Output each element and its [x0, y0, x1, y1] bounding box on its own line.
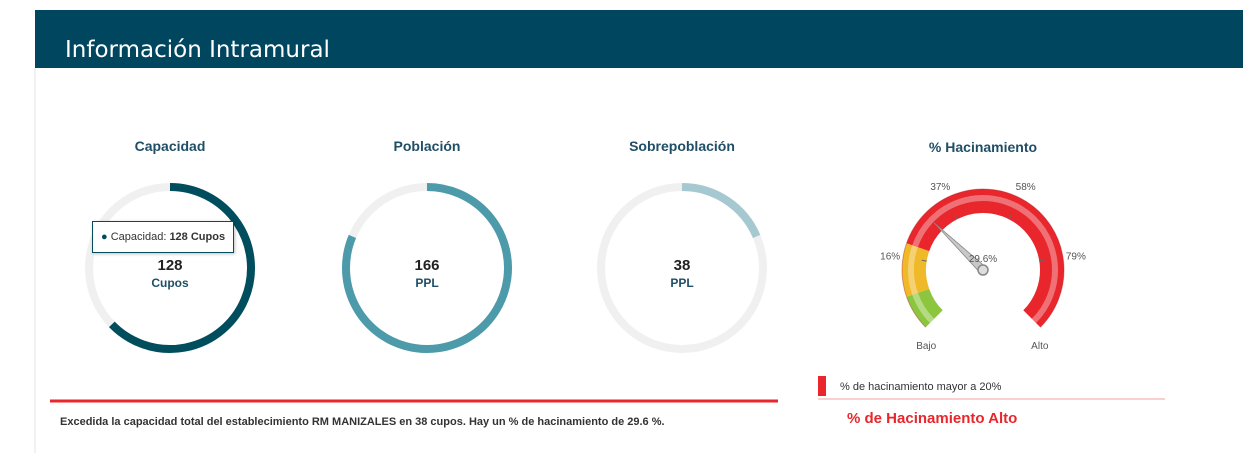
- header-bar: Información Intramural: [35, 10, 1243, 68]
- gauge-band: [902, 243, 930, 297]
- donut-value: 166: [414, 257, 439, 274]
- gauge-value-label: 29.6%: [969, 254, 997, 265]
- legend-swatch: [818, 376, 826, 396]
- donut-unit: Cupos: [151, 276, 189, 290]
- donut-value: 128: [157, 257, 182, 274]
- donut-title: Población: [394, 138, 461, 154]
- gauge-tick: [1008, 214, 1012, 220]
- gauge-tick: [921, 259, 927, 262]
- gauge-band: [906, 288, 944, 328]
- gauge-needle: [933, 222, 987, 274]
- gauge-band-edge: [906, 296, 927, 328]
- gauge-tick-label: 58%: [1016, 182, 1036, 193]
- gauge-band-edge: [901, 243, 908, 297]
- legend-text: % de hacinamiento mayor a 20%: [840, 381, 1002, 393]
- donut-unit: PPL: [415, 276, 438, 290]
- donut-value: 38: [674, 257, 691, 274]
- tooltip: ● Capacidad: 128 Cupos: [92, 221, 235, 253]
- gauge-tick: [1039, 259, 1045, 262]
- header-title: Información Intramural: [65, 37, 330, 63]
- gauge-end-label: Alto: [1031, 341, 1049, 352]
- donut-arc: [342, 183, 512, 353]
- gauge-band: [906, 189, 1064, 328]
- donut-arc: [681, 183, 761, 239]
- gauge-start-label: Bajo: [916, 341, 936, 352]
- gauge-band-edge: [906, 188, 1065, 328]
- donut-title: Sobrepoblación: [629, 138, 735, 154]
- gauge-tick-label: 16%: [880, 251, 900, 262]
- donut-unit: PPL: [670, 276, 693, 290]
- gauge-pivot: [977, 264, 989, 276]
- gauge-tick-label: 37%: [930, 182, 950, 193]
- donut-arc: [108, 183, 255, 353]
- status: % de Hacinamiento Alto: [847, 410, 1018, 427]
- tooltip-label: Capacidad:: [110, 231, 167, 243]
- gauge-band-shine: [912, 195, 1058, 324]
- donut-title: Capacidad: [135, 138, 206, 154]
- gauge-band-shine: [908, 245, 918, 295]
- gauge-tick: [954, 214, 958, 220]
- gauge-title: % Hacinamiento: [929, 139, 1037, 155]
- gauge-band-shine: [912, 292, 935, 324]
- gauge-tick-label: 79%: [1066, 251, 1086, 262]
- tooltip-value: 128 Cupos: [169, 231, 226, 243]
- message: Excedida la capacidad total del establec…: [60, 416, 665, 428]
